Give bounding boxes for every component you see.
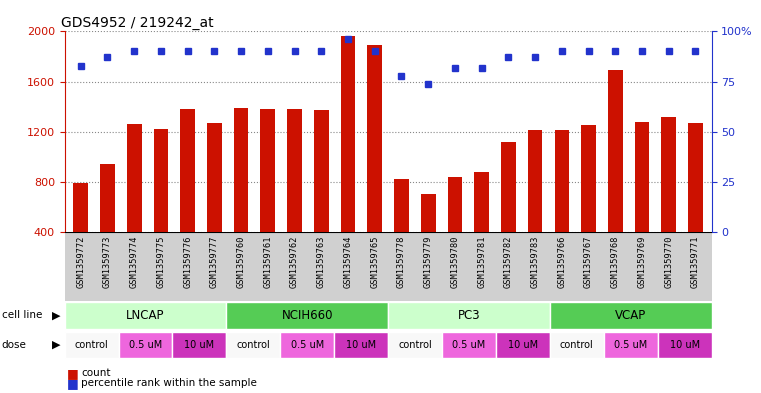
Bar — [65, 302, 227, 329]
Text: GSM1359775: GSM1359775 — [157, 235, 165, 288]
Bar — [119, 332, 173, 358]
Text: GSM1359763: GSM1359763 — [317, 235, 326, 288]
Text: GSM1359774: GSM1359774 — [129, 235, 139, 288]
Text: GSM1359761: GSM1359761 — [263, 235, 272, 288]
Text: LNCAP: LNCAP — [126, 309, 165, 322]
Bar — [227, 302, 388, 329]
Bar — [581, 125, 596, 232]
Bar — [154, 129, 168, 232]
Bar — [207, 123, 221, 232]
Bar — [661, 117, 676, 232]
Text: control: control — [75, 340, 109, 350]
Bar — [555, 130, 569, 232]
Text: GSM1359765: GSM1359765 — [371, 235, 379, 288]
Text: VCAP: VCAP — [615, 309, 646, 322]
Bar — [474, 172, 489, 232]
Text: GSM1359766: GSM1359766 — [557, 235, 566, 288]
Text: GSM1359768: GSM1359768 — [611, 235, 619, 288]
Text: GSM1359781: GSM1359781 — [477, 235, 486, 288]
Text: 0.5 uM: 0.5 uM — [291, 340, 324, 350]
Text: dose: dose — [2, 340, 27, 350]
Bar — [658, 332, 712, 358]
Bar — [100, 164, 115, 232]
Text: GSM1359771: GSM1359771 — [691, 235, 700, 288]
Text: ▶: ▶ — [52, 310, 60, 320]
Bar — [73, 183, 88, 232]
Bar — [550, 302, 712, 329]
Text: GSM1359778: GSM1359778 — [397, 235, 406, 288]
Text: GSM1359776: GSM1359776 — [183, 235, 192, 288]
Bar — [280, 332, 334, 358]
Bar — [173, 332, 227, 358]
Bar — [528, 130, 543, 232]
Text: 10 uM: 10 uM — [184, 340, 215, 350]
Text: 10 uM: 10 uM — [670, 340, 699, 350]
Text: GSM1359767: GSM1359767 — [584, 235, 593, 288]
Text: GSM1359782: GSM1359782 — [504, 235, 513, 288]
Bar — [227, 332, 280, 358]
Text: GSM1359764: GSM1359764 — [343, 235, 352, 288]
Bar — [65, 232, 712, 301]
Bar — [421, 194, 435, 232]
Bar — [442, 332, 496, 358]
Text: ■: ■ — [67, 376, 78, 390]
Bar — [180, 109, 195, 232]
Bar — [688, 123, 703, 232]
Bar — [341, 37, 355, 232]
Bar — [260, 109, 275, 232]
Text: GDS4952 / 219242_at: GDS4952 / 219242_at — [62, 17, 214, 30]
Text: GSM1359777: GSM1359777 — [210, 235, 219, 288]
Text: GSM1359760: GSM1359760 — [237, 235, 246, 288]
Text: control: control — [560, 340, 594, 350]
Text: GSM1359780: GSM1359780 — [451, 235, 460, 288]
Text: NCIH660: NCIH660 — [282, 309, 333, 322]
Text: ■: ■ — [67, 367, 78, 380]
Text: control: control — [237, 340, 270, 350]
Text: 10 uM: 10 uM — [346, 340, 376, 350]
Bar — [314, 110, 329, 232]
Text: ▶: ▶ — [52, 340, 60, 350]
Text: 0.5 uM: 0.5 uM — [614, 340, 648, 350]
Bar — [550, 332, 603, 358]
Text: 0.5 uM: 0.5 uM — [129, 340, 162, 350]
Text: GSM1359772: GSM1359772 — [76, 235, 85, 288]
Bar — [394, 179, 409, 232]
Text: GSM1359769: GSM1359769 — [638, 235, 647, 288]
Bar — [287, 109, 302, 232]
Bar — [447, 177, 462, 232]
Text: 10 uM: 10 uM — [508, 340, 538, 350]
Text: 0.5 uM: 0.5 uM — [452, 340, 486, 350]
Text: PC3: PC3 — [457, 309, 480, 322]
Bar — [603, 332, 658, 358]
Text: count: count — [81, 368, 111, 378]
Text: GSM1359779: GSM1359779 — [424, 235, 433, 288]
Bar — [388, 302, 550, 329]
Text: GSM1359773: GSM1359773 — [103, 235, 112, 288]
Bar — [496, 332, 550, 358]
Bar — [127, 124, 142, 232]
Text: percentile rank within the sample: percentile rank within the sample — [81, 378, 257, 388]
Text: GSM1359770: GSM1359770 — [664, 235, 673, 288]
Text: GSM1359762: GSM1359762 — [290, 235, 299, 288]
Text: GSM1359783: GSM1359783 — [530, 235, 540, 288]
Bar — [334, 332, 388, 358]
Bar — [635, 122, 649, 232]
Bar — [388, 332, 442, 358]
Text: cell line: cell line — [2, 310, 42, 320]
Text: control: control — [398, 340, 432, 350]
Bar — [501, 141, 516, 232]
Bar — [65, 332, 119, 358]
Bar — [234, 108, 248, 232]
Bar — [608, 70, 622, 232]
Bar — [368, 45, 382, 232]
